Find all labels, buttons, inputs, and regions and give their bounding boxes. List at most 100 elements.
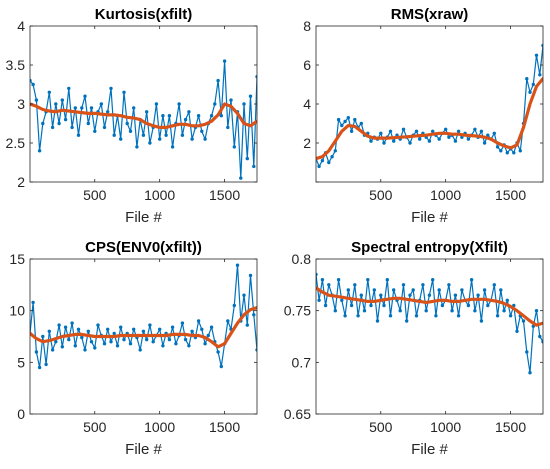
data-point [203,342,207,346]
data-point [379,131,383,135]
data-point [320,278,325,282]
axes-box [315,258,544,415]
data-point [31,300,35,305]
data-point [57,323,61,327]
data-point [359,121,363,126]
plot-area [316,259,543,414]
data-point [499,288,503,292]
data-point [346,116,350,120]
data-point [145,337,149,342]
y-tick-label: 5 [17,354,25,370]
data-point [54,102,58,106]
data-point [408,141,412,145]
data-point [447,283,451,287]
data-point [248,94,253,98]
data-point [73,106,78,110]
data-point [252,313,256,317]
series-group [316,272,543,375]
data-point [63,325,68,329]
data-point [122,90,126,95]
x-tick-label: 1000 [430,419,461,435]
y-tick-label: 8 [303,18,311,34]
x-tick-label: 500 [369,187,393,203]
data-point [333,309,337,313]
data-point [323,303,328,308]
data-point [158,137,162,141]
data-point [167,337,172,342]
data-point [170,145,175,149]
data-point [37,365,42,370]
data-point [229,98,233,102]
data-point [525,350,529,354]
data-point [401,127,406,131]
data-point [177,102,181,106]
data-point [76,327,81,331]
data-point [54,340,58,344]
data-point [349,303,354,308]
data-point [145,110,149,114]
data-point [44,362,48,367]
data-point [382,303,386,308]
data-point [431,278,435,282]
data-point [401,283,406,287]
data-point [141,329,146,333]
data-point [359,293,363,297]
series-group [30,59,257,180]
data-point [60,98,64,102]
data-point [525,77,529,81]
subplot-title: Kurtosis(xfilt) [95,6,193,23]
subplot-3: 500 1000 1500 0 5 10 15 CPS(ENV0(xfilt)) File # [9,239,258,458]
data-point [405,319,409,323]
data-point [47,329,51,333]
data-point [200,327,204,331]
data-point [245,156,249,161]
data-point [213,102,217,106]
data-point [141,133,146,137]
data-point [418,137,422,141]
data-point [414,314,419,318]
data-point [330,155,334,159]
data-point [356,314,360,318]
data-point [427,139,432,143]
data-point [479,129,484,133]
data-point [161,114,165,118]
data-point [183,337,188,342]
data-point [327,283,331,287]
data-point [86,121,91,126]
data-point [541,43,543,48]
data-point [115,344,120,348]
data-point [80,106,84,110]
data-point [203,137,207,141]
data-point [528,371,532,375]
data-point [327,160,331,165]
data-point [119,137,123,141]
data-point [382,141,386,145]
data-point [183,117,188,122]
data-point [456,314,461,318]
x-tick-label: 500 [369,419,393,435]
axes-box [29,258,258,415]
data-point [528,90,532,95]
data-point [109,86,113,91]
x-tick-label: 500 [83,419,107,435]
data-point [83,348,87,352]
data-point [340,298,344,302]
subplot-title: Spectral entropy(Xfilt) [351,239,508,256]
data-point [340,123,344,128]
data-point [102,125,107,130]
data-point [196,319,201,323]
data-point [255,348,257,352]
y-tick-label: 2.5 [6,135,26,151]
data-point [453,139,458,143]
data-point [375,319,380,323]
data-point [440,303,445,308]
data-point [112,133,116,137]
data-point [369,139,373,143]
data-point [154,102,159,106]
data-point [102,342,107,346]
data-point [93,346,97,350]
subplot-title: RMS(xraw) [391,6,469,23]
data-point [466,303,471,308]
data-point [362,309,367,313]
